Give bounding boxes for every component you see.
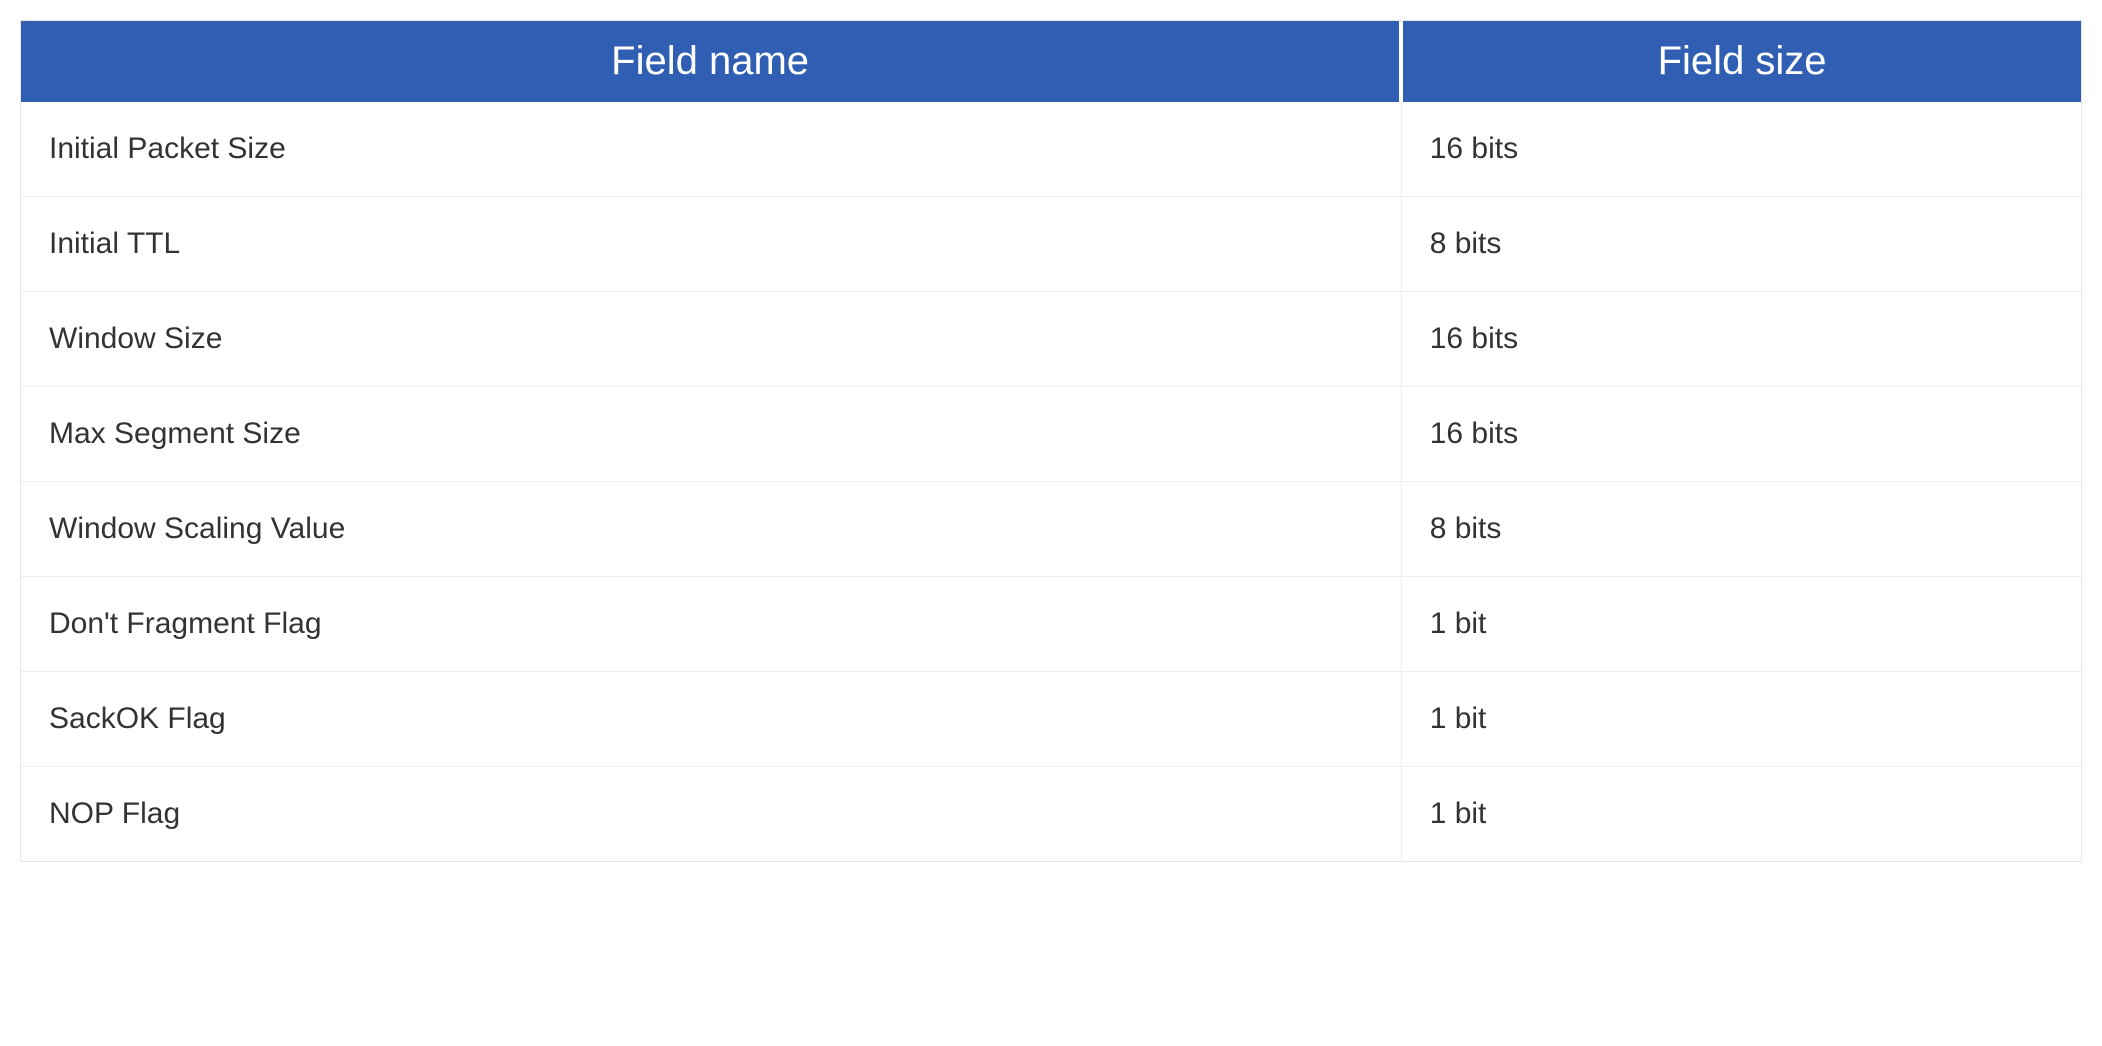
cell-field-size: 16 bits [1401,292,2081,387]
table-row: Window Scaling Value 8 bits [21,482,2081,577]
cell-field-name: NOP Flag [21,767,1401,862]
table-row: Initial TTL 8 bits [21,197,2081,292]
cell-field-size: 8 bits [1401,197,2081,292]
column-header-field-name: Field name [21,21,1401,102]
table-row: NOP Flag 1 bit [21,767,2081,862]
table-row: Don't Fragment Flag 1 bit [21,577,2081,672]
column-header-field-size: Field size [1401,21,2081,102]
field-table: Field name Field size Initial Packet Siz… [21,21,2081,861]
cell-field-name: Initial Packet Size [21,102,1401,197]
cell-field-name: SackOK Flag [21,672,1401,767]
cell-field-name: Don't Fragment Flag [21,577,1401,672]
table-row: Max Segment Size 16 bits [21,387,2081,482]
cell-field-name: Initial TTL [21,197,1401,292]
cell-field-size: 16 bits [1401,387,2081,482]
cell-field-size: 1 bit [1401,577,2081,672]
cell-field-name: Max Segment Size [21,387,1401,482]
cell-field-name: Window Scaling Value [21,482,1401,577]
table-row: Initial Packet Size 16 bits [21,102,2081,197]
cell-field-name: Window Size [21,292,1401,387]
table-row: SackOK Flag 1 bit [21,672,2081,767]
cell-field-size: 1 bit [1401,767,2081,862]
cell-field-size: 8 bits [1401,482,2081,577]
table-row: Window Size 16 bits [21,292,2081,387]
cell-field-size: 1 bit [1401,672,2081,767]
cell-field-size: 16 bits [1401,102,2081,197]
table-header-row: Field name Field size [21,21,2081,102]
field-table-container: Field name Field size Initial Packet Siz… [20,20,2082,862]
